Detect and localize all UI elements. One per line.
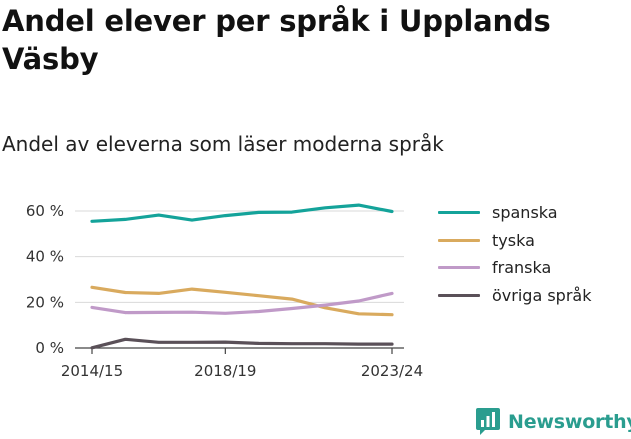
series-line-franska — [90, 291, 394, 315]
newsworthy-brand: Newsworthy — [476, 408, 631, 435]
x-tick-label: 2023/24 — [361, 362, 423, 380]
brand-name: Newsworthy — [508, 410, 631, 433]
legend-item: franska — [438, 254, 591, 282]
x-tick-label: 2018/19 — [194, 362, 256, 380]
y-tick-label: 40 % — [26, 248, 64, 266]
chart-legend: spanska tyska franska övriga språk — [438, 199, 591, 309]
legend-item: tyska — [438, 227, 591, 255]
series-line-övriga-språk — [90, 337, 394, 350]
legend-swatch — [438, 266, 480, 270]
legend-label: övriga språk — [492, 285, 592, 305]
legend-item: spanska — [438, 199, 591, 227]
chart-subtitle: Andel av eleverna som läser moderna språ… — [2, 132, 444, 156]
series-line-spanska — [90, 203, 394, 223]
y-tick-label: 20 % — [26, 293, 64, 311]
legend-label: franska — [492, 258, 552, 278]
legend-swatch — [438, 238, 480, 242]
bar-chart-logo-icon — [476, 408, 500, 435]
legend-swatch — [438, 293, 480, 297]
y-tick-label: 0 % — [35, 339, 64, 357]
legend-item: övriga språk — [438, 282, 591, 310]
chart-title: Andel elever per språk i Upplands Väsby — [2, 4, 551, 76]
legend-swatch — [438, 211, 480, 215]
legend-label: spanska — [492, 203, 558, 223]
x-tick-label: 2014/15 — [61, 362, 123, 380]
series-line-tyska — [90, 285, 394, 317]
legend-label: tyska — [492, 230, 535, 250]
y-tick-label: 60 % — [26, 202, 64, 220]
